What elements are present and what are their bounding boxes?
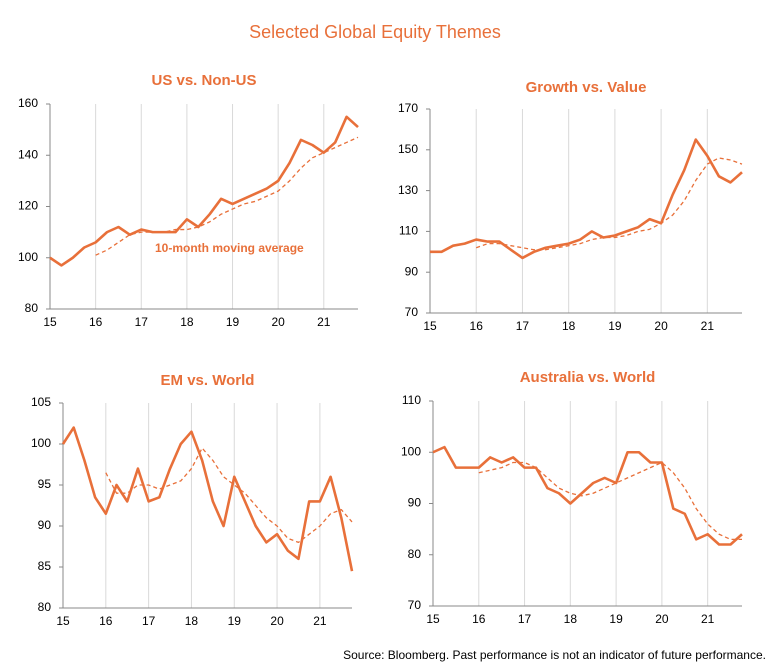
y-tick-label: 80 (25, 301, 39, 315)
y-tick-label: 140 (18, 147, 38, 161)
x-tick-label: 15 (426, 612, 440, 626)
x-tick-label: 16 (470, 319, 484, 333)
y-tick-label: 170 (398, 101, 418, 115)
moving-average-line (476, 157, 743, 251)
annotation: 10-month moving average (155, 241, 304, 255)
x-tick-label: 18 (180, 315, 194, 329)
source-note: Source: Bloomberg. Past performance is n… (343, 648, 766, 662)
page-title: Selected Global Equity Themes (249, 22, 501, 42)
y-tick-label: 100 (401, 444, 421, 458)
x-tick-label: 17 (142, 614, 156, 628)
y-tick-label: 95 (38, 477, 52, 491)
y-tick-label: 90 (38, 518, 52, 532)
x-tick-label: 17 (518, 612, 532, 626)
y-tick-label: 110 (402, 393, 421, 407)
x-tick-label: 19 (226, 315, 240, 329)
y-tick-label: 110 (399, 224, 418, 238)
x-tick-label: 19 (609, 612, 623, 626)
y-tick-label: 100 (18, 250, 38, 264)
data-line (61, 426, 354, 572)
x-tick-label: 19 (228, 614, 242, 628)
y-tick-label: 160 (18, 96, 38, 110)
y-tick-label: 100 (31, 436, 51, 450)
panel-title: US vs. Non-US (151, 72, 256, 89)
x-tick-label: 17 (516, 319, 530, 333)
y-tick-label: 130 (398, 183, 418, 197)
panel-title: Growth vs. Value (526, 79, 647, 96)
data-line (432, 445, 743, 546)
x-tick-label: 19 (608, 319, 622, 333)
x-tick-label: 21 (317, 315, 331, 329)
x-tick-label: 15 (56, 614, 70, 628)
y-tick-label: 85 (38, 559, 52, 573)
x-tick-label: 18 (562, 319, 576, 333)
x-tick-label: 16 (472, 612, 486, 626)
x-tick-label: 20 (655, 612, 669, 626)
y-tick-label: 80 (38, 600, 52, 614)
x-tick-label: 21 (701, 319, 715, 333)
x-tick-label: 21 (701, 612, 715, 626)
x-tick-label: 18 (564, 612, 578, 626)
y-tick-label: 90 (408, 496, 422, 510)
moving-average-line (95, 136, 359, 256)
y-tick-label: 120 (18, 199, 38, 213)
x-tick-label: 20 (270, 614, 284, 628)
panel-title: EM vs. World (161, 372, 255, 389)
y-tick-label: 105 (31, 395, 51, 409)
x-tick-label: 18 (185, 614, 199, 628)
x-tick-label: 20 (271, 315, 285, 329)
x-tick-label: 16 (99, 614, 113, 628)
moving-average-line (105, 447, 353, 544)
panel-title: Australia vs. World (520, 369, 656, 386)
x-tick-label: 21 (313, 614, 327, 628)
x-tick-label: 20 (654, 319, 668, 333)
x-tick-label: 15 (423, 319, 437, 333)
x-tick-label: 17 (135, 315, 149, 329)
y-tick-label: 90 (405, 264, 419, 278)
x-tick-label: 16 (89, 315, 103, 329)
y-tick-label: 70 (408, 598, 422, 612)
y-tick-label: 70 (405, 305, 419, 319)
data-line (430, 138, 743, 260)
y-tick-label: 80 (408, 547, 422, 561)
x-tick-label: 15 (43, 315, 57, 329)
moving-average-line (478, 461, 742, 541)
data-line (49, 115, 359, 267)
y-tick-label: 150 (398, 142, 418, 156)
